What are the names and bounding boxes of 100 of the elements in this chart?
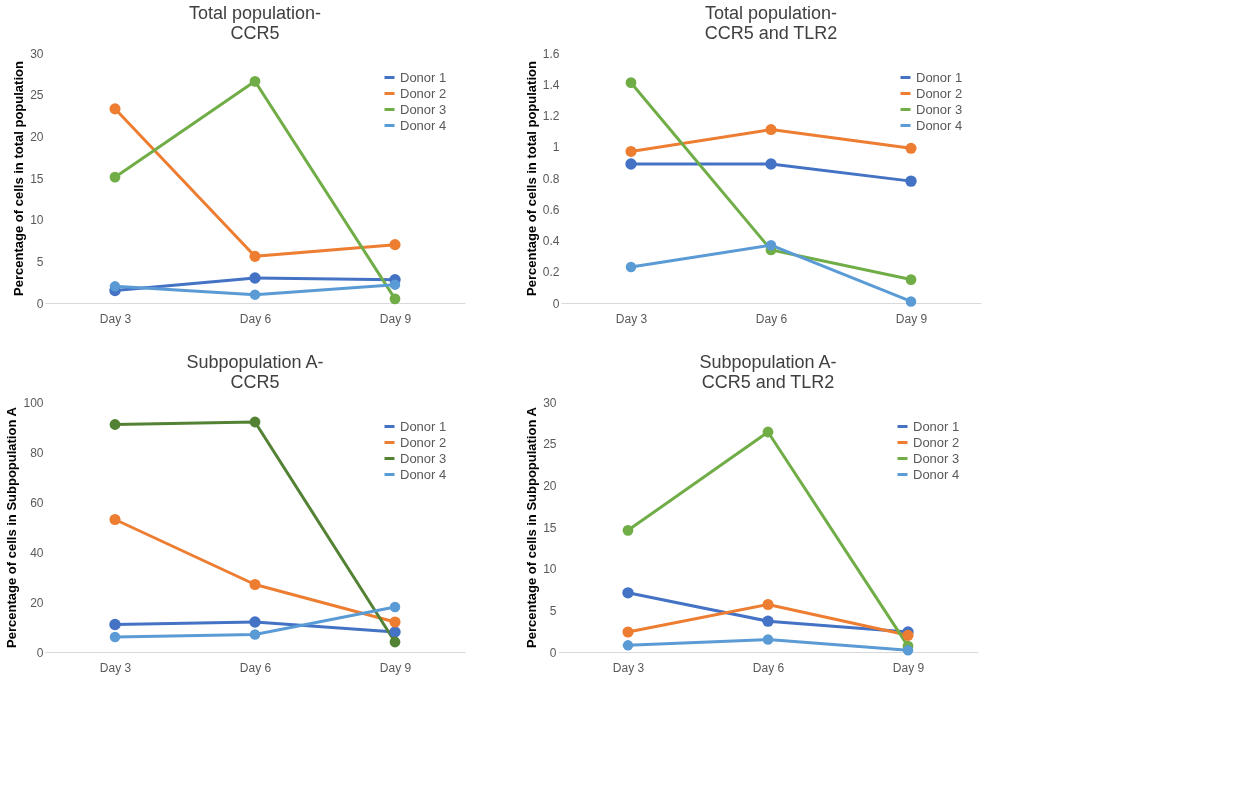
- point: [762, 426, 774, 438]
- x-tick-label: Day 9: [379, 660, 412, 675]
- point: [625, 145, 637, 157]
- y-axis-title: Percentage of cells in total population: [523, 61, 539, 296]
- point: [765, 239, 777, 251]
- x-tick-label: Day 6: [755, 311, 788, 326]
- point: [109, 618, 121, 631]
- legend-label: Donor 4: [400, 466, 447, 482]
- y-tick-label: 15: [30, 171, 44, 186]
- legend-label: Donor 1: [400, 69, 447, 85]
- point: [762, 615, 774, 627]
- y-tick-label: 10: [30, 213, 44, 228]
- point: [389, 293, 401, 305]
- point: [389, 601, 401, 613]
- point: [625, 77, 637, 89]
- x-tick-label: Day 9: [379, 311, 412, 326]
- y-tick-label: 15: [543, 520, 557, 535]
- x-tick-label: Day 6: [752, 660, 785, 675]
- point: [622, 524, 634, 536]
- y-tick-label: 0.2: [542, 265, 560, 280]
- y-tick-label: 1.2: [542, 109, 560, 123]
- point: [389, 239, 401, 251]
- x-tick-label: Day 9: [895, 311, 928, 326]
- point: [249, 289, 261, 300]
- legend-label: Donor 1: [913, 418, 960, 434]
- point: [905, 175, 917, 187]
- point: [109, 281, 121, 292]
- y-axis-title: Percentage of cells in total population: [11, 61, 27, 296]
- point: [905, 274, 917, 285]
- legend-label: Donor 4: [916, 117, 963, 133]
- point: [762, 634, 774, 645]
- point: [905, 142, 917, 154]
- y-tick-label: 60: [30, 495, 44, 510]
- point: [905, 296, 917, 307]
- x-tick-label: Day 6: [239, 660, 272, 675]
- legend-label: Donor 3: [400, 101, 447, 117]
- point: [109, 103, 121, 115]
- y-tick-label: 100: [23, 395, 44, 410]
- y-tick-label: 1.6: [542, 46, 560, 61]
- y-tick-label: 0: [36, 645, 44, 660]
- y-tick-label: 0: [36, 296, 44, 311]
- point: [902, 645, 914, 656]
- point: [109, 419, 121, 430]
- y-tick-label: 0: [552, 296, 560, 311]
- point: [622, 587, 634, 599]
- point: [622, 640, 634, 651]
- point: [389, 626, 401, 638]
- point: [249, 250, 261, 262]
- chart-title: Subpopulation A- CCR5 and TLR2: [699, 352, 837, 392]
- y-tick-label: 20: [30, 129, 44, 144]
- y-tick-label: 40: [30, 545, 44, 560]
- chart-title: Total population- CCR5: [188, 3, 322, 43]
- point: [765, 124, 777, 136]
- y-tick-label: 20: [543, 478, 557, 493]
- y-tick-label: 5: [36, 254, 44, 269]
- x-tick-label: Day 3: [615, 311, 648, 326]
- chart-title: Subpopulation A- CCR5: [186, 352, 324, 392]
- x-tick-label: Day 3: [99, 311, 132, 326]
- y-tick-label: 80: [30, 445, 44, 460]
- y-tick-label: 10: [543, 562, 557, 577]
- legend-label: Donor 4: [913, 466, 960, 482]
- point: [109, 171, 121, 183]
- x-tick-label: Day 6: [239, 311, 272, 326]
- legend-label: Donor 4: [400, 117, 447, 133]
- legend-label: Donor 2: [916, 85, 963, 101]
- legend-label: Donor 2: [400, 434, 447, 450]
- point: [249, 75, 261, 87]
- y-tick-label: 30: [30, 46, 44, 61]
- x-tick-label: Day 3: [612, 660, 645, 675]
- chart-title: Total population- CCR5 and TLR2: [704, 3, 838, 43]
- point: [109, 513, 121, 526]
- legend-label: Donor 2: [400, 85, 447, 101]
- y-axis-title: Percentage of cells in Subpopulation A: [524, 406, 540, 648]
- point: [249, 578, 261, 591]
- y-tick-label: 0.6: [542, 202, 560, 217]
- legend-label: Donor 2: [913, 434, 960, 450]
- y-tick-label: 30: [543, 395, 557, 410]
- point: [389, 616, 401, 628]
- x-tick-label: Day 3: [99, 660, 132, 675]
- x-tick-label: Day 9: [892, 660, 925, 675]
- point: [762, 598, 774, 611]
- y-tick-label: 1: [552, 140, 560, 155]
- y-tick-label: 5: [549, 603, 557, 618]
- legend-label: Donor 1: [400, 418, 447, 434]
- point: [249, 272, 261, 284]
- y-tick-label: 1.4: [542, 77, 560, 92]
- y-tick-label: 20: [30, 595, 44, 610]
- point: [249, 616, 261, 628]
- point: [389, 636, 401, 648]
- point: [625, 261, 637, 273]
- point: [109, 631, 121, 643]
- y-tick-label: 0: [549, 645, 557, 660]
- y-axis-title: Percentage of cells in Subpopulation A: [4, 406, 20, 648]
- y-tick-label: 0.4: [542, 234, 560, 248]
- legend-label: Donor 1: [916, 69, 963, 85]
- y-tick-label: 25: [543, 437, 557, 452]
- point: [622, 626, 634, 638]
- legend-label: Donor 3: [913, 450, 960, 466]
- point: [389, 279, 401, 290]
- y-tick-label: 0.8: [542, 171, 560, 186]
